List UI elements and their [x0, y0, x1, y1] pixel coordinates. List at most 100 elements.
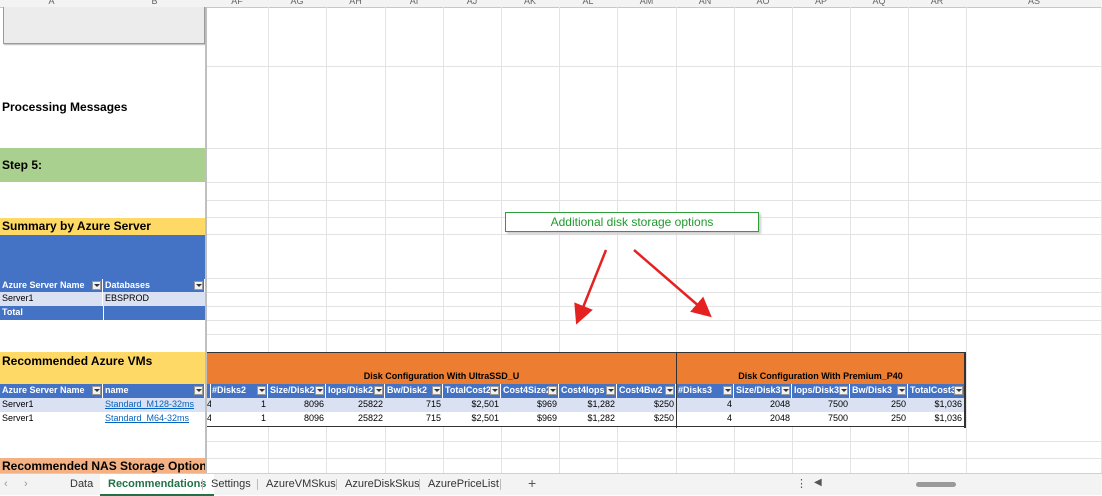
filter-dropdown-icon[interactable] [954, 386, 963, 395]
vm-cell-value[interactable]: 7500 [792, 398, 850, 412]
horizontal-scroll-thumb[interactable] [916, 482, 956, 487]
vm-header-size-disk2[interactable]: Size/Disk2 [268, 384, 326, 398]
filter-dropdown-icon[interactable] [194, 281, 203, 290]
frozen-pane-divider[interactable] [205, 7, 207, 473]
column-header-ak[interactable]: AK [501, 0, 560, 8]
vm-cell-value[interactable]: $250 [617, 412, 676, 426]
vm-cell-name-link[interactable]: Standard_M128-32ms [103, 398, 205, 412]
callout-box[interactable]: Additional disk storage options [505, 212, 759, 232]
vm-cell-value[interactable]: 25822 [326, 412, 385, 426]
column-header-as[interactable]: AS [966, 0, 1102, 8]
tab-azurepricelist[interactable]: AzurePriceList [428, 478, 499, 490]
filter-dropdown-icon[interactable] [548, 386, 557, 395]
vm-header-cost4size2[interactable]: Cost4Size2 [501, 384, 559, 398]
filter-dropdown-icon[interactable] [315, 386, 324, 395]
column-header-ai[interactable]: AI [385, 0, 444, 8]
vm-cell-value[interactable]: 4 [676, 412, 734, 426]
filter-dropdown-icon[interactable] [723, 386, 732, 395]
macro-button[interactable] [3, 7, 205, 44]
vm-cell-value[interactable]: $969 [501, 398, 559, 412]
scroll-right-icon[interactable]: › [24, 478, 28, 490]
vm-header-cost4iops[interactable]: Cost4Iops [559, 384, 617, 398]
column-header-aq[interactable]: AQ [850, 0, 909, 8]
column-header-af[interactable]: AF [206, 0, 269, 8]
column-header-ah[interactable]: AH [326, 0, 386, 8]
vm-header-iops-disk2[interactable]: Iops/Disk2 [326, 384, 385, 398]
filter-dropdown-icon[interactable] [374, 386, 383, 395]
summary-header-databases[interactable]: Databases [103, 279, 205, 292]
vm-cell-edge[interactable]: 4 [207, 398, 211, 412]
vm-header-server[interactable]: Azure Server Name [0, 384, 103, 398]
summary-total-row[interactable]: Total [0, 306, 205, 320]
filter-dropdown-icon[interactable] [194, 386, 203, 395]
vm-cell-value[interactable]: 4 [676, 398, 734, 412]
vm-cell-value[interactable]: $1,282 [559, 412, 617, 426]
vm-name-link[interactable]: Standard_M64-32ms [105, 413, 190, 423]
vm-cell-value[interactable]: $250 [617, 398, 676, 412]
column-header-an[interactable]: AN [676, 0, 735, 8]
summary-header-server[interactable]: Azure Server Name [0, 279, 103, 292]
vm-cell-value[interactable]: $969 [501, 412, 559, 426]
vm-cell-value[interactable]: $2,501 [443, 412, 501, 426]
vm-cell-value[interactable]: 250 [850, 398, 908, 412]
vm-header-size-disk3[interactable]: Size/Disk3 [734, 384, 792, 398]
vm-header-bw-disk3[interactable]: Bw/Disk3 [850, 384, 908, 398]
column-header-ag[interactable]: AG [268, 0, 327, 8]
filter-dropdown-icon[interactable] [781, 386, 790, 395]
tab-settings[interactable]: Settings [211, 478, 251, 490]
vm-cell-value[interactable]: 2048 [734, 398, 792, 412]
vm-cell-edge[interactable]: 4 [207, 412, 211, 426]
column-header-aj[interactable]: AJ [443, 0, 502, 8]
column-header-ao[interactable]: AO [734, 0, 793, 8]
vm-cell-value[interactable]: 25822 [326, 398, 385, 412]
vm-cell-value[interactable]: $1,036 [908, 412, 964, 426]
vm-header-disks2[interactable]: #Disks2 [211, 384, 268, 398]
tab-data[interactable]: Data [70, 478, 94, 490]
vm-cell-value[interactable]: 250 [850, 412, 908, 426]
vm-cell-value[interactable]: 8096 [268, 398, 326, 412]
vm-name-link[interactable]: Standard_M128-32ms [105, 399, 195, 409]
vm-cell-value[interactable]: 8096 [268, 412, 326, 426]
filter-dropdown-icon[interactable] [432, 386, 441, 395]
more-options-icon[interactable]: ⋮ [796, 478, 807, 490]
filter-dropdown-icon[interactable] [257, 386, 266, 395]
add-sheet-icon[interactable]: + [528, 475, 537, 491]
vm-cell-name-link[interactable]: Standard_M64-32ms [103, 412, 205, 426]
scroll-left-icon[interactable]: ‹ [4, 478, 8, 490]
filter-dropdown-icon[interactable] [665, 386, 674, 395]
summary-cell-databases[interactable]: EBSPROD [103, 292, 205, 306]
vm-cell-value[interactable]: $2,501 [443, 398, 501, 412]
tab-azurevmskus[interactable]: AzureVMSkus [266, 478, 336, 490]
column-header-al[interactable]: AL [559, 0, 618, 8]
filter-dropdown-icon[interactable] [490, 386, 499, 395]
vm-cell-value[interactable]: 715 [385, 398, 443, 412]
vm-cell-value[interactable]: $1,282 [559, 398, 617, 412]
filter-dropdown-icon[interactable] [606, 386, 615, 395]
vm-cell-server[interactable]: Server1 [0, 412, 103, 426]
hscroll-left-icon[interactable]: ◀ [814, 477, 822, 488]
vm-cell-server[interactable]: Server1 [0, 398, 103, 412]
vm-cell-value[interactable]: 2048 [734, 412, 792, 426]
vm-header-bw-disk2[interactable]: Bw/Disk2 [385, 384, 443, 398]
vm-header-totalcost2[interactable]: TotalCost2 [443, 384, 501, 398]
filter-dropdown-icon[interactable] [839, 386, 848, 395]
vm-cell-value[interactable]: 7500 [792, 412, 850, 426]
vm-header-totalcost3[interactable]: TotalCost3 [908, 384, 966, 398]
vm-cell-value[interactable]: $1,036 [908, 398, 964, 412]
vm-header-cost4bw2[interactable]: Cost4Bw2 [617, 384, 676, 398]
column-header-ap[interactable]: AP [792, 0, 851, 8]
vm-cell-value[interactable]: 1 [211, 398, 268, 412]
vm-header-iops-disk3[interactable]: Iops/Disk3 [792, 384, 850, 398]
column-header-am[interactable]: AM [617, 0, 677, 8]
vm-cell-value[interactable]: 715 [385, 412, 443, 426]
tab-recommendations[interactable]: Recommendations [100, 474, 215, 496]
vm-header-name[interactable]: name [103, 384, 205, 398]
filter-dropdown-icon[interactable] [92, 386, 101, 395]
vm-cell-value[interactable]: 1 [211, 412, 268, 426]
vm-header-disks3[interactable]: #Disks3 [676, 384, 734, 398]
filter-dropdown-icon[interactable] [92, 281, 101, 290]
summary-cell-server[interactable]: Server1 [0, 292, 103, 306]
tab-azurediskskus[interactable]: AzureDiskSkus [345, 478, 420, 490]
filter-dropdown-icon[interactable] [897, 386, 906, 395]
column-header-ar[interactable]: AR [908, 0, 967, 8]
